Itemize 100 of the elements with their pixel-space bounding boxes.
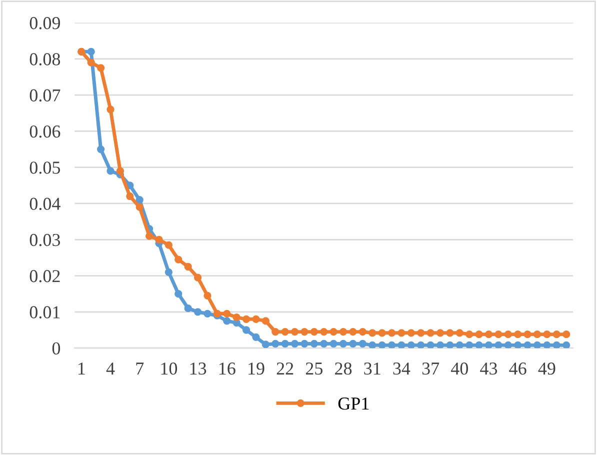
y-tick-label: 0.07 bbox=[30, 89, 60, 102]
x-tick-label: 4 bbox=[106, 362, 115, 374]
point bbox=[446, 329, 454, 337]
point bbox=[368, 341, 376, 348]
point bbox=[475, 341, 483, 348]
point bbox=[330, 340, 338, 348]
point bbox=[262, 317, 270, 325]
point bbox=[378, 341, 386, 348]
point bbox=[514, 341, 522, 348]
point bbox=[562, 330, 570, 338]
x-tick-label: 31 bbox=[364, 362, 380, 375]
point bbox=[533, 330, 542, 338]
point bbox=[417, 329, 425, 337]
point bbox=[398, 341, 406, 348]
point bbox=[349, 340, 357, 348]
point bbox=[174, 290, 182, 298]
point bbox=[242, 315, 250, 323]
y-tick-label: 0.03 bbox=[30, 234, 60, 246]
point bbox=[339, 328, 348, 336]
x-tick-label: 19 bbox=[248, 362, 264, 375]
point bbox=[466, 330, 474, 338]
point bbox=[223, 310, 231, 318]
point bbox=[436, 329, 444, 337]
x-tick-label: 10 bbox=[161, 362, 178, 375]
x-tick-label: 7 bbox=[136, 362, 144, 374]
y-tick-label: 0 bbox=[52, 342, 60, 355]
point bbox=[164, 268, 173, 276]
point bbox=[272, 340, 280, 348]
point bbox=[87, 48, 95, 56]
point bbox=[543, 341, 551, 348]
y-tick-label: 0.05 bbox=[30, 162, 60, 174]
point bbox=[300, 328, 308, 336]
x-tick-label: 34 bbox=[393, 362, 410, 375]
x-tick-label: 46 bbox=[509, 362, 526, 375]
x-tick-label: 49 bbox=[538, 362, 556, 375]
y-tick-label: 0.01 bbox=[30, 306, 60, 318]
point bbox=[232, 314, 240, 322]
point bbox=[184, 304, 192, 312]
point bbox=[436, 341, 444, 348]
point bbox=[456, 341, 464, 348]
point bbox=[484, 330, 493, 338]
point bbox=[320, 340, 328, 348]
point bbox=[242, 326, 250, 334]
point bbox=[300, 340, 308, 348]
y-tick-label: 0.06 bbox=[30, 125, 60, 138]
point bbox=[407, 329, 415, 337]
point bbox=[136, 203, 144, 211]
point bbox=[96, 145, 105, 154]
point bbox=[358, 340, 366, 348]
point bbox=[388, 329, 396, 337]
point bbox=[126, 192, 134, 200]
y-tick-label: 0.02 bbox=[30, 270, 60, 282]
point bbox=[426, 341, 434, 348]
point bbox=[426, 329, 434, 337]
point bbox=[552, 330, 560, 338]
point bbox=[475, 330, 483, 338]
point bbox=[524, 341, 532, 348]
point bbox=[330, 328, 338, 336]
point bbox=[252, 333, 260, 342]
point bbox=[145, 232, 154, 240]
point bbox=[290, 328, 299, 336]
point bbox=[204, 292, 212, 300]
point bbox=[116, 167, 124, 175]
point bbox=[562, 341, 570, 348]
y-tick-label: 0.08 bbox=[30, 53, 60, 66]
point bbox=[378, 329, 386, 337]
point bbox=[466, 341, 474, 348]
point bbox=[398, 329, 406, 337]
point bbox=[223, 317, 231, 325]
point bbox=[358, 328, 366, 336]
point bbox=[281, 340, 289, 348]
point bbox=[524, 330, 532, 338]
point bbox=[543, 330, 551, 338]
x-tick-label: 16 bbox=[219, 362, 236, 375]
y-tick-label: 0.09 bbox=[30, 17, 60, 30]
point bbox=[281, 328, 289, 336]
point bbox=[310, 328, 318, 336]
point bbox=[456, 329, 464, 337]
x-tick-label: 40 bbox=[450, 362, 468, 375]
point bbox=[504, 330, 512, 338]
point bbox=[164, 241, 173, 249]
x-tick-label: 37 bbox=[422, 362, 440, 375]
point bbox=[484, 341, 493, 348]
point bbox=[252, 315, 260, 323]
point bbox=[204, 310, 212, 318]
point bbox=[194, 274, 202, 282]
point bbox=[87, 58, 95, 66]
point bbox=[504, 341, 512, 348]
x-tick-label: 22 bbox=[276, 362, 294, 374]
x-tick-label: 25 bbox=[306, 362, 322, 375]
point bbox=[349, 328, 357, 336]
point bbox=[262, 340, 270, 348]
point bbox=[106, 106, 114, 114]
point bbox=[514, 330, 522, 338]
y-tick-label: 0.04 bbox=[30, 198, 60, 210]
point bbox=[106, 167, 114, 175]
point bbox=[446, 341, 454, 348]
point bbox=[310, 340, 318, 348]
point bbox=[388, 341, 396, 348]
point bbox=[272, 328, 280, 336]
